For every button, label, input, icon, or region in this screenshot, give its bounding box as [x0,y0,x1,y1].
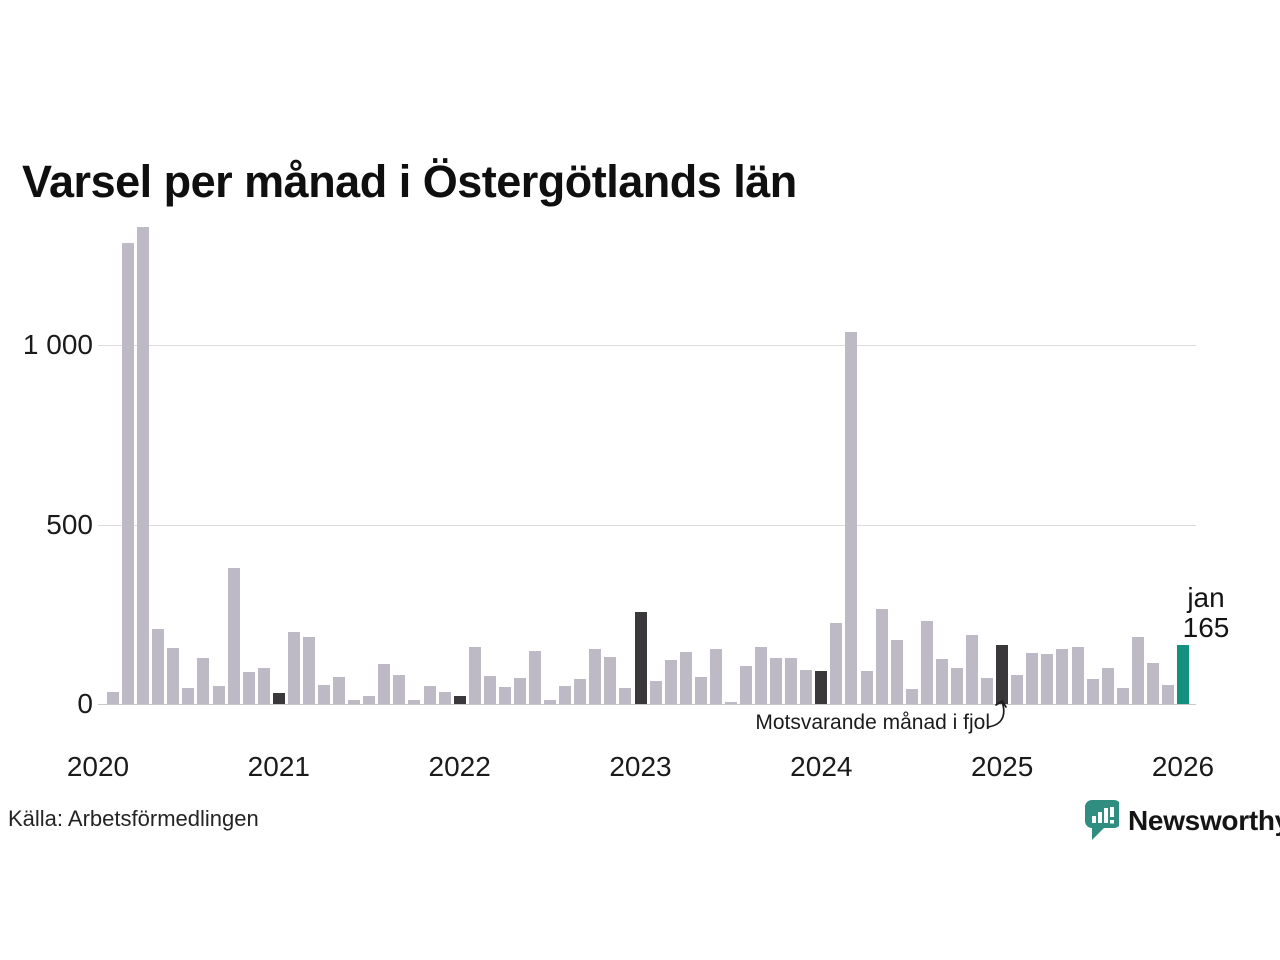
bar-2025-12 [1161,684,1174,704]
bar-2022-01 [453,696,466,704]
bar-2020-02 [107,691,120,704]
chart-title: Varsel per månad i Östergötlands län [22,156,797,208]
bar-2023-01 [634,612,647,704]
bar-2022-08 [559,686,572,704]
bar-2025-02 [1011,674,1024,704]
bar-2023-03 [664,660,677,704]
bar-2020-12 [257,668,270,704]
y-tick-label-1000: 1 000 [22,329,93,360]
bar-2021-09 [393,675,406,704]
x-tick-label-2025: 2025 [971,751,1034,782]
bar-2023-12 [800,669,813,704]
bar-2025-10 [1131,637,1144,704]
bar-2025-03 [1026,653,1039,704]
newsworthy-wordmark: Newsworthy [1128,804,1280,836]
newsworthy-logo[interactable]: Newsworthy [1085,799,1280,842]
bar-2020-06 [167,648,180,704]
bar-2020-03 [122,242,135,704]
bar-2022-02 [468,647,481,704]
source-label: Källa: Arbetsförmedlingen [8,806,259,831]
bar-2021-07 [363,696,376,704]
bar-2024-05 [875,608,888,704]
bar-2024-04 [860,670,873,704]
bar-2023-04 [679,651,692,704]
bar-2025-04 [1041,654,1054,704]
latest-value-month: jan [1187,582,1225,613]
bar-2021-03 [302,637,315,704]
annotation-previous-january: Motsvarande månad i fjol [688,711,990,735]
x-tick-label-2023: 2023 [609,751,672,782]
bar-2025-06 [1071,646,1084,704]
bar-2022-12 [619,687,632,704]
bar-2021-01 [272,692,285,704]
bar-2021-02 [287,632,300,704]
bar-2024-03 [845,332,858,704]
bar-2023-07 [724,701,737,704]
x-tick-label-2026: 2026 [1151,751,1215,782]
bar-2024-06 [890,640,903,704]
bar-2024-01 [815,671,828,704]
bar-2025-11 [1146,663,1159,704]
bar-2020-05 [152,629,165,704]
bar-2022-11 [604,657,617,704]
bar-2022-10 [589,648,602,704]
annotation-text: Motsvarande månad i fjol [755,711,990,734]
bar-2024-07 [905,688,918,704]
bar-2026-01 [1177,644,1189,704]
bar-2023-06 [709,649,722,704]
bar-2020-09 [212,686,225,704]
x-tick-label-2020: 2020 [66,751,130,782]
bar-2024-08 [920,620,933,704]
bar-2022-09 [574,679,587,704]
bar-2022-03 [483,676,496,704]
bar-2021-12 [438,692,451,704]
bar-2022-07 [544,699,557,704]
bar-2025-05 [1056,648,1069,704]
bar-2023-02 [649,681,662,704]
bar-2025-09 [1116,687,1129,704]
latest-value-number: 165 [1182,612,1230,643]
gridline-0 [98,704,1196,705]
bar-2023-11 [785,658,798,704]
gridline-500 [98,524,1196,526]
bar-2024-12 [981,677,994,704]
bar-2020-10 [227,567,240,704]
bar-2024-10 [950,668,963,704]
bar-2021-08 [378,664,391,704]
x-tick-label-2024: 2024 [790,751,853,782]
bar-2023-05 [694,677,707,704]
bar-2025-01 [996,645,1009,704]
bar-2021-11 [423,685,436,704]
x-tick-label-2022: 2022 [428,751,491,782]
bar-2024-09 [935,659,948,704]
bar-2023-09 [755,646,768,704]
bar-2022-05 [513,677,526,704]
bar-2025-07 [1086,678,1099,704]
newsworthy-icon [1085,800,1119,840]
bar-2023-10 [770,658,783,704]
bar-2024-11 [966,635,979,704]
bar-2021-04 [318,685,331,704]
bar-2020-04 [137,226,150,704]
bar-2020-07 [182,687,195,704]
bar-2021-10 [408,700,421,704]
bar-2020-11 [242,672,255,704]
latest-value-label: jan 165 [1154,583,1258,643]
gridline-1000 [98,345,1196,346]
bar-2021-06 [348,700,361,704]
bar-2025-08 [1101,667,1114,704]
bar-2024-02 [830,622,843,704]
annotation-arrow-icon [987,700,1007,728]
bar-2020-08 [197,658,210,704]
y-tick-label-500: 500 [46,508,93,540]
y-tick-label-0: 0 [77,688,93,719]
x-tick-label-2021: 2021 [247,751,310,782]
bar-2022-04 [498,686,511,704]
bar-2023-08 [739,665,752,704]
bar-2021-05 [333,676,346,704]
bar-2022-06 [529,651,541,704]
